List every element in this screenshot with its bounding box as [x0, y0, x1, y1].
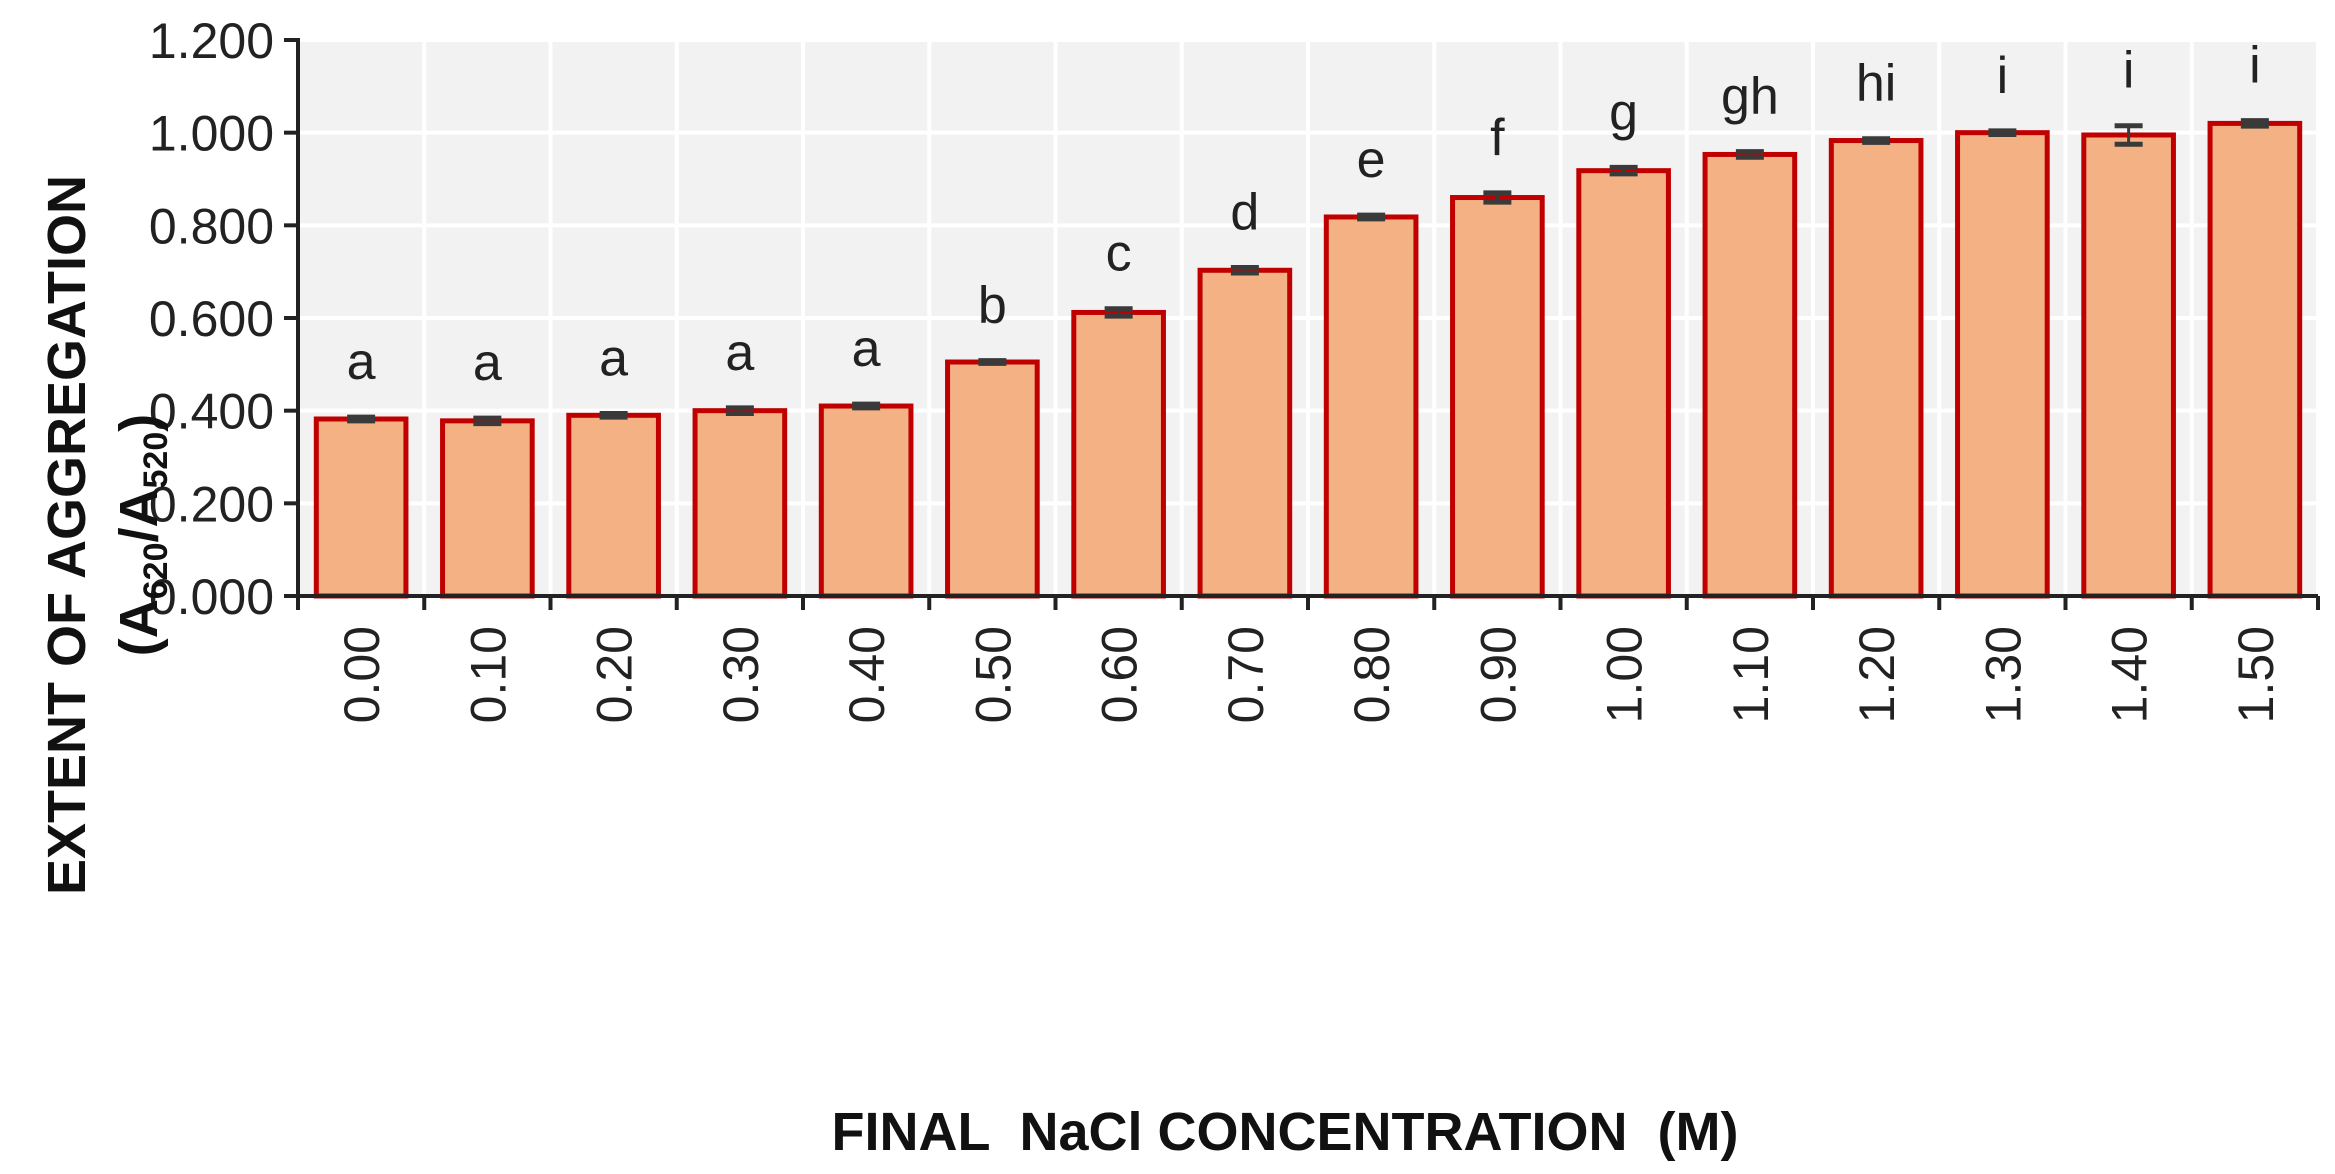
x-tick-label: 0.20: [587, 626, 643, 723]
bar: [1197, 267, 1293, 599]
significance-label: a: [599, 329, 628, 387]
x-tick-label: 0.50: [965, 626, 1021, 723]
bar: [1828, 138, 1924, 599]
significance-label: a: [852, 320, 881, 378]
x-tick-label: 1.00: [1597, 626, 1653, 723]
bar: [2207, 120, 2303, 599]
bar: [2081, 132, 2176, 599]
significance-label: c: [1106, 225, 1132, 283]
y-axis-open: (A: [109, 599, 169, 656]
y-tick-label: 0.800: [149, 198, 274, 254]
bar: [1323, 214, 1419, 599]
x-tick-label: 1.10: [1723, 626, 1779, 723]
x-tick-label: 1.20: [1849, 626, 1905, 723]
y-tick-label: 1.200: [149, 13, 274, 69]
y-tick-label: 1.000: [149, 106, 274, 162]
x-tick-label: 1.40: [2102, 626, 2158, 723]
y-tick-label: 0.400: [149, 384, 274, 440]
x-tick-labels: 0.00 0.10 0.20 0.30 0.40 0.50 0.60 0.70 0.80 0.90…: [334, 626, 2284, 723]
significance-label: a: [725, 324, 754, 382]
x-tick-label: 0.10: [460, 626, 516, 723]
significance-label: gh: [1721, 68, 1779, 126]
bar: [1702, 151, 1798, 599]
y-tick-label: 0.200: [149, 476, 274, 532]
x-tick-label: 0.00: [334, 626, 390, 723]
error-bars: [347, 118, 2269, 427]
bar: [818, 403, 914, 599]
x-tick-label: 0.60: [1092, 626, 1148, 723]
significance-label: b: [978, 277, 1007, 335]
significance-label: e: [1357, 131, 1386, 189]
bar: [1450, 195, 1545, 599]
bar: [440, 418, 535, 599]
significance-label: d: [1230, 183, 1259, 241]
significance-label: i: [1997, 47, 2009, 105]
axes: [284, 38, 2320, 610]
significance-label: a: [473, 334, 502, 392]
y-axis-slash: /A: [109, 489, 169, 543]
x-tick-label: 0.90: [1470, 626, 1526, 723]
bar: [1071, 309, 1166, 599]
significance-label: i: [2123, 42, 2135, 100]
significance-label: a: [347, 333, 376, 391]
y-axis-title-line2: (A620/A520): [109, 414, 175, 656]
significance-label: f: [1490, 109, 1505, 167]
bar: [1576, 168, 1671, 599]
bar: [1955, 130, 2050, 599]
significance-label: hi: [1856, 55, 1896, 113]
y-tick-label: 0.600: [149, 291, 274, 347]
y-axis-sub1: 620: [137, 543, 175, 600]
x-tick-label: 0.80: [1344, 626, 1400, 723]
x-axis-title: FINAL NaCl CONCENTRATION (M): [832, 1102, 1739, 1162]
bar: [313, 416, 409, 599]
x-tick-label: 1.50: [2228, 626, 2284, 723]
y-tick-label: 0.000: [149, 569, 274, 625]
x-tick-label: 0.40: [839, 626, 895, 723]
x-tick-label: 0.70: [1218, 626, 1274, 723]
significance-labels: a a a a a b c d e f g gh hi i i i: [347, 37, 2261, 392]
significance-label: i: [2249, 37, 2261, 95]
y-axis-title-line1: EXTENT OF AGGREGATION: [37, 175, 97, 895]
y-axis-close: ): [109, 414, 169, 432]
bar: [566, 412, 661, 599]
x-tick-label: 1.30: [1975, 626, 2031, 723]
bar: [945, 359, 1040, 599]
y-axis-title: EXTENT OF AGGREGATION (A620/A520): [37, 175, 175, 895]
significance-label: g: [1609, 83, 1638, 141]
y-tick-labels: 0.000 0.200 0.400 0.600 0.800 1.000 1.200: [149, 13, 274, 625]
x-tick-label: 0.30: [713, 626, 769, 723]
y-axis-sub2: 520: [137, 432, 175, 489]
bar: [692, 408, 788, 599]
